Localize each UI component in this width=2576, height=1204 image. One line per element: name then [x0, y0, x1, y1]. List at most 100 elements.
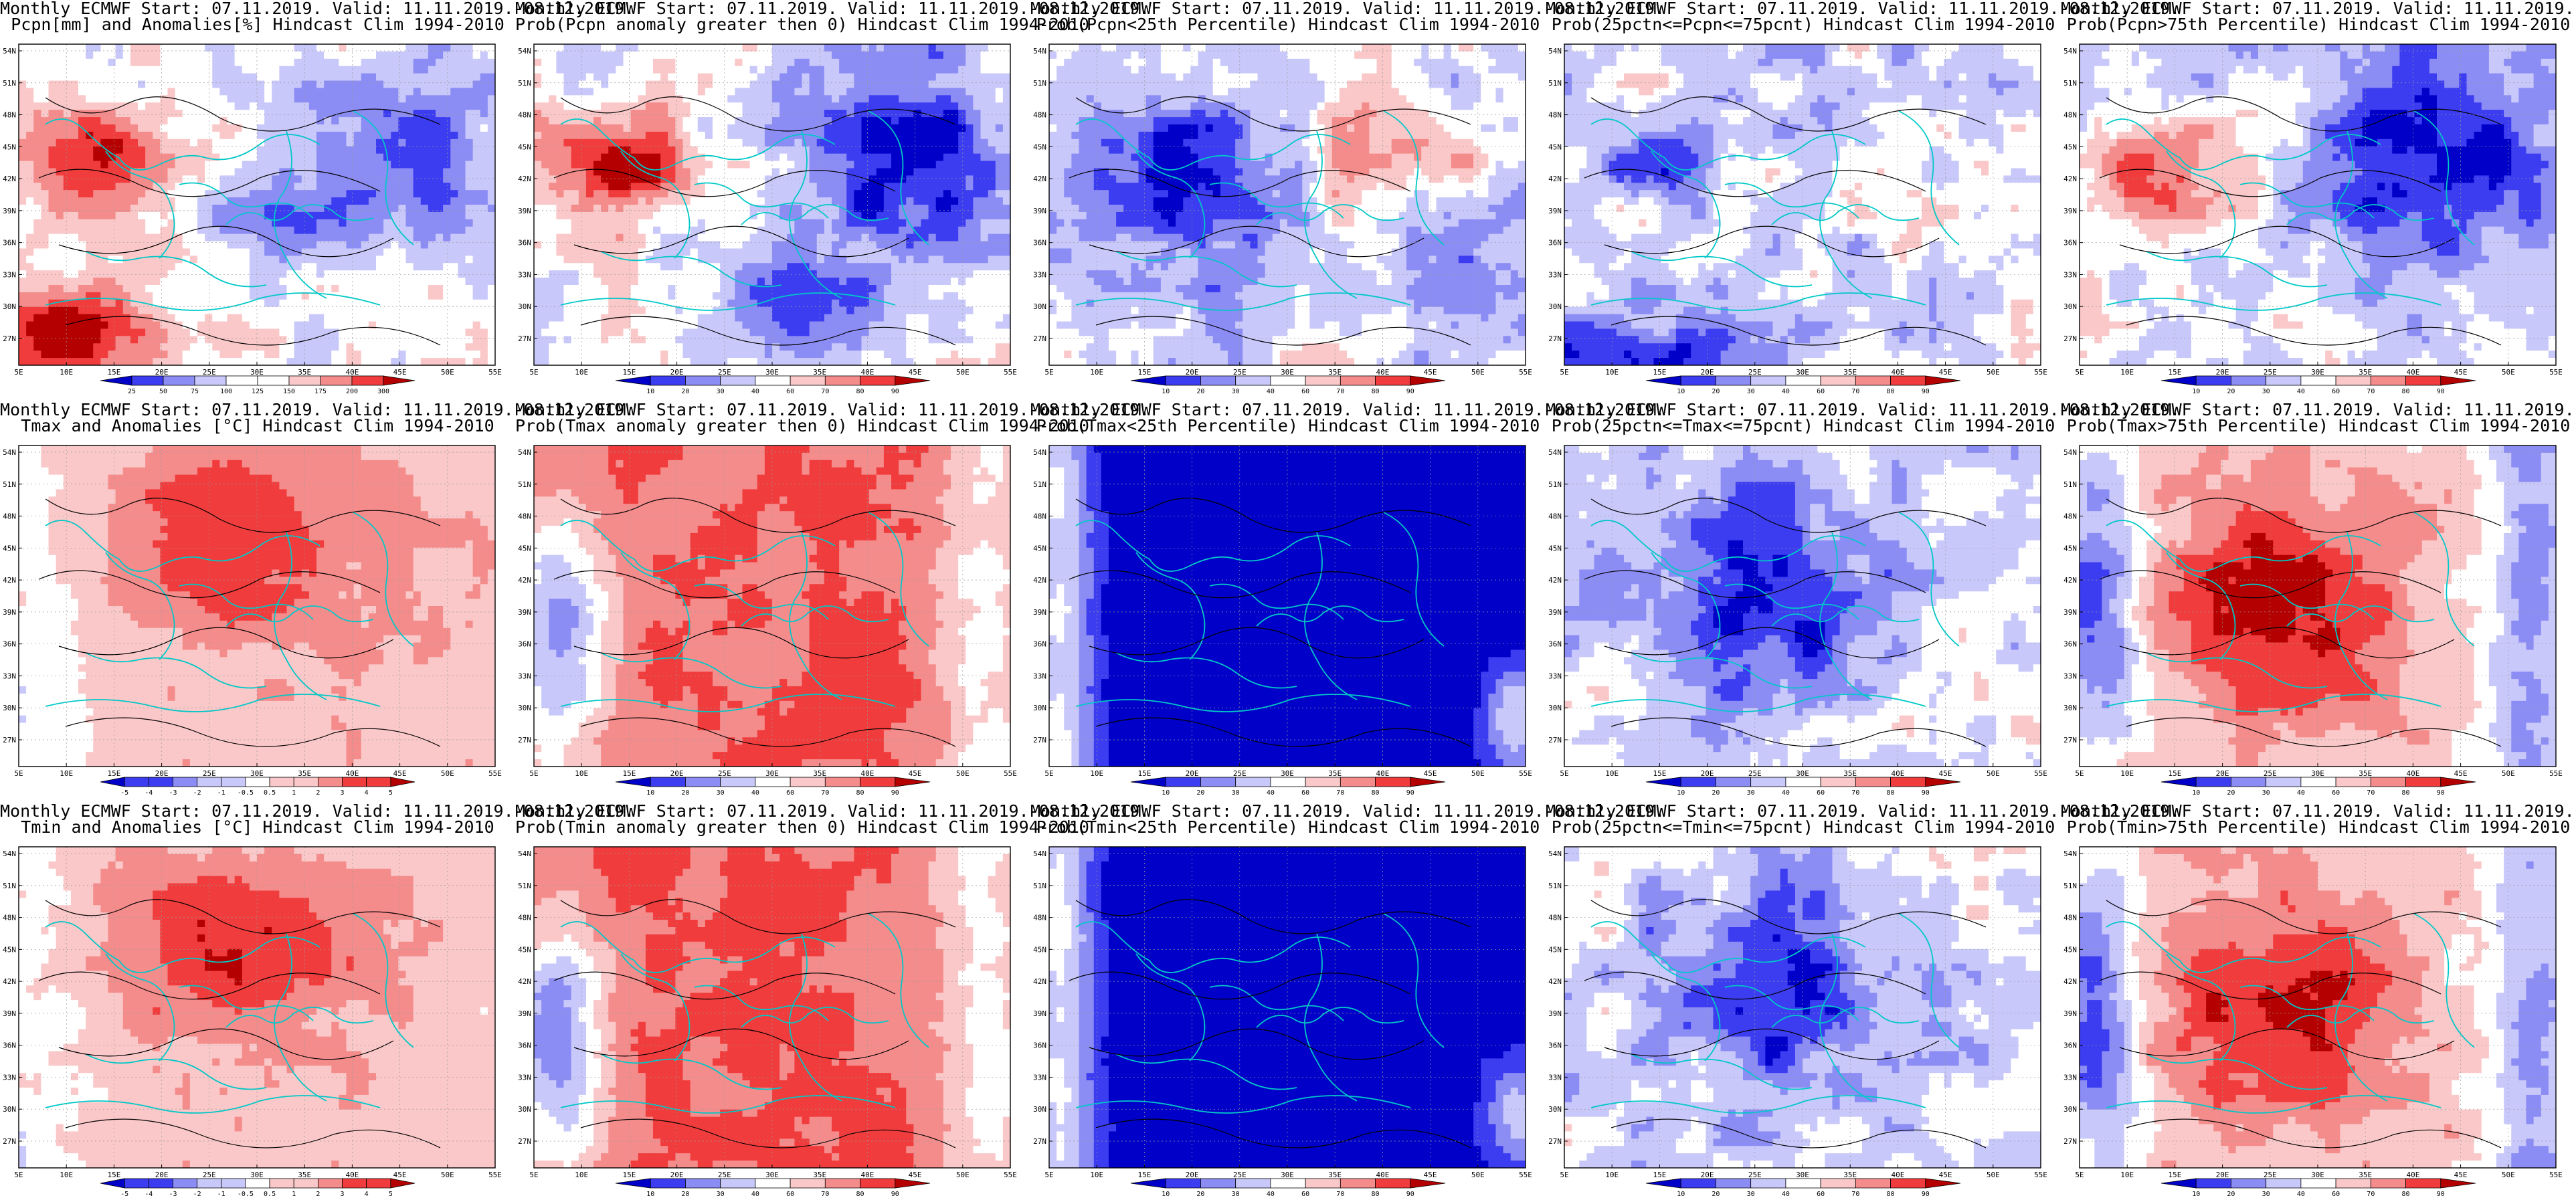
colorbar-tick-label: 70	[1336, 1191, 1344, 1198]
lat-tick-label: 27N	[1033, 1137, 1046, 1146]
colorbar-tick-label: 60	[786, 1191, 794, 1198]
colorbar-tick-label: -4	[145, 789, 153, 797]
lon-tick-label: 5E	[1560, 368, 1568, 377]
colorbar-box	[2335, 777, 2371, 787]
lat-tick-label: 54N	[3, 47, 16, 56]
map-area: 54N 51N 48N 45N 42N 39N 36N 33N 30N 27N 5E 10E 15E 20…	[3, 445, 502, 778]
lon-tick-label: 55E	[1004, 1171, 1017, 1179]
lon-tick-label: 20E	[670, 1171, 684, 1179]
lat-tick-label: 45N	[2063, 945, 2077, 954]
colorbar-box	[1925, 777, 1961, 787]
lon-tick-label: 15E	[1653, 368, 1666, 377]
colorbar-box	[1820, 777, 1856, 787]
lon-tick-label: 15E	[107, 368, 120, 377]
colorbar-box	[1645, 375, 1681, 386]
lat-tick-label: 39N	[2063, 1009, 2077, 1018]
lon-tick-label: 45E	[393, 769, 407, 778]
lon-tick-label: 40E	[1891, 368, 1904, 377]
lat-tick-label: 42N	[518, 175, 531, 183]
colorbar-tick-label: 80	[1887, 789, 1895, 797]
panel-title-line2: Prob(Tmax anomaly greater then 0) Hindca…	[515, 417, 1089, 435]
lat-tick-label: 45N	[3, 544, 16, 553]
lon-tick-label: 15E	[1653, 1171, 1666, 1179]
colorbar-box	[685, 777, 721, 787]
lat-tick-label: 27N	[3, 736, 16, 744]
lat-tick-label: 54N	[518, 47, 531, 56]
colorbar-box	[124, 1178, 149, 1189]
lon-tick-label: 50E	[2502, 769, 2515, 778]
map-panel: Monthly ECMWF Start: 07.11.2019. Valid: …	[1546, 401, 2180, 803]
colorbar-tick-label: 20	[1196, 388, 1204, 395]
lat-tick-label: 54N	[3, 448, 16, 457]
lon-tick-label: 55E	[1519, 769, 1532, 778]
colorbar-box	[148, 1178, 173, 1189]
lat-tick-label: 48N	[1548, 111, 1562, 120]
colorbar-tick-label: 300	[377, 388, 389, 395]
colorbar-box	[383, 375, 416, 386]
lat-tick-label: 45N	[2063, 142, 2077, 151]
lat-tick-label: 30N	[3, 1105, 16, 1114]
lon-tick-label: 10E	[575, 1171, 588, 1179]
lon-tick-label: 30E	[765, 769, 779, 778]
colorbar-box	[1375, 777, 1411, 787]
lon-tick-label: 10E	[2120, 1171, 2134, 1179]
colorbar-tick-label: -1	[217, 1191, 225, 1198]
colorbar-box	[1235, 1178, 1271, 1189]
colorbar-tick-label: 70	[2367, 789, 2375, 797]
lon-tick-label: 55E	[2034, 1171, 2047, 1179]
lon-tick-label: 10E	[1605, 1171, 1619, 1179]
colorbar-box	[317, 777, 343, 787]
lon-tick-label: 10E	[1605, 769, 1619, 778]
lat-tick-label: 30N	[2063, 1105, 2077, 1114]
lat-tick-label: 54N	[3, 849, 16, 858]
colorbar-tick-label: 20	[681, 789, 689, 797]
lon-tick-label: 25E	[1748, 368, 1762, 377]
colorbar-box	[2300, 777, 2336, 787]
colorbar-tick-label: 70	[821, 388, 829, 395]
colorbar-box	[131, 375, 164, 386]
lat-tick-label: 48N	[1548, 512, 1562, 521]
lat-tick-label: 33N	[2063, 270, 2077, 279]
colorbar-box	[1716, 375, 1752, 386]
colorbar-box	[755, 1178, 791, 1189]
lat-tick-label: 33N	[3, 1073, 16, 1082]
panel-title-line2: Prob(25pctn<=Tmin<=75pcnt) Hindcast Clim…	[1546, 819, 2061, 836]
colorbar-box	[2266, 375, 2302, 386]
lat-tick-label: 30N	[3, 704, 16, 712]
colorbar-tick-label: 90	[1406, 789, 1414, 797]
colorbar-tick-label: 75	[191, 388, 199, 395]
colorbar-box	[1750, 375, 1786, 386]
colorbar-box	[1130, 1178, 1166, 1189]
colorbar-box	[895, 375, 931, 386]
lon-tick-label: 50E	[441, 1171, 454, 1179]
map-panel: Monthly ECMWF Start: 07.11.2019. Valid: …	[515, 803, 1149, 1204]
lat-tick-label: 39N	[3, 608, 16, 617]
lat-tick-label: 39N	[1033, 207, 1046, 215]
colorbar-tick-label: 70	[1851, 789, 1859, 797]
lon-tick-label: 35E	[1328, 1171, 1342, 1179]
colorbar-tick-label: 80	[856, 1191, 864, 1198]
lat-tick-label: 39N	[1548, 1009, 1562, 1018]
lon-tick-label: 40E	[1891, 1171, 1904, 1179]
colorbar-tick-label: 40	[1267, 1191, 1275, 1198]
lon-tick-label: 20E	[670, 368, 684, 377]
colorbar-box	[2160, 1178, 2197, 1189]
lon-tick-label: 35E	[298, 1171, 311, 1179]
lon-tick-label: 55E	[488, 1171, 502, 1179]
lat-tick-label: 27N	[2063, 736, 2077, 744]
lat-tick-label: 39N	[2063, 207, 2077, 215]
lon-tick-label: 45E	[909, 769, 922, 778]
lon-tick-label: 45E	[909, 368, 922, 377]
colorbar-box	[2405, 777, 2442, 787]
colorbar-tick-label: 30	[1232, 789, 1240, 797]
colorbar-box	[1410, 1178, 1446, 1189]
colorbar-box	[221, 1178, 246, 1189]
colorbar-tick-label: 90	[2437, 1191, 2445, 1198]
lon-tick-label: 10E	[1090, 1171, 1103, 1179]
lat-tick-label: 51N	[2063, 882, 2077, 890]
lat-tick-label: 42N	[3, 576, 16, 585]
lon-tick-label: 20E	[155, 368, 169, 377]
lon-tick-label: 40E	[1891, 769, 1904, 778]
lat-tick-label: 36N	[518, 640, 531, 649]
lon-tick-label: 30E	[1281, 1171, 1294, 1179]
